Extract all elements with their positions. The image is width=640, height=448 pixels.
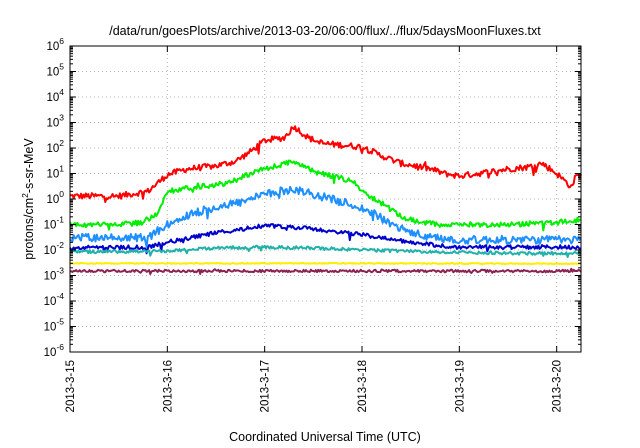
x-tick-label: 2013-3-18 <box>357 360 369 412</box>
y-tick-label: 10-5 <box>44 317 65 334</box>
y-tick-label: 101 <box>46 164 64 181</box>
x-tick-label: 2013-3-17 <box>260 360 272 412</box>
x-tick-label: 2013-3-15 <box>65 360 77 412</box>
series-line <box>69 125 582 203</box>
y-tick-label: 10-2 <box>44 240 65 257</box>
x-axis-label: Coordinated Universal Time (UTC) <box>229 430 421 444</box>
x-tick-label: 2013-3-19 <box>454 360 466 412</box>
series-group <box>69 125 582 275</box>
series-line <box>69 223 582 255</box>
series-line <box>69 185 582 248</box>
y-tick-label: 10-4 <box>44 291 65 308</box>
x-axis-ticks: 2013-3-15 2013-3-16 2013-3-17 2013-3-18 2013… <box>65 46 564 412</box>
y-tick-label: 106 <box>46 36 64 53</box>
y-tick-label: 102 <box>46 138 64 155</box>
series-line <box>69 159 582 232</box>
y-axis-ticks: 10-6 10-5 10-4 10-3 10-2 10-1 100 101 102 103 104 1… <box>44 36 581 359</box>
y-tick-label: 10-3 <box>44 266 65 283</box>
series-line <box>70 267 582 275</box>
x-tick-label: 2013-3-20 <box>552 360 564 412</box>
y-axis-label: protons/cm2-s-sr-MeV <box>20 138 36 260</box>
y-tick-label: 103 <box>46 113 64 130</box>
y-tick-label: 100 <box>46 189 64 206</box>
series-line <box>69 261 582 266</box>
y-tick-label: 104 <box>46 87 64 104</box>
x-tick-label: 2013-3-16 <box>162 360 174 412</box>
y-tick-label: 10-6 <box>44 342 65 359</box>
y-tick-label: 105 <box>46 62 64 79</box>
series-line <box>69 244 582 258</box>
chart-title: /data/run/goesPlots/archive/2013-03-20/0… <box>109 24 541 38</box>
y-tick-label: 10-1 <box>44 215 65 232</box>
grid-lines <box>70 46 581 352</box>
